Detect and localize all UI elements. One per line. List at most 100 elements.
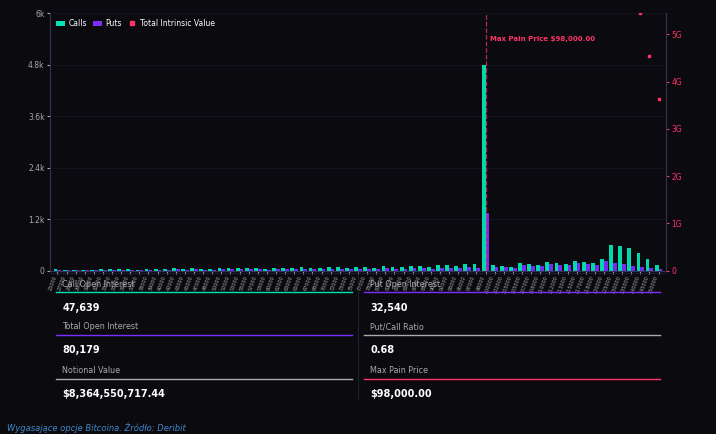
Bar	[190, 268, 194, 270]
Bar	[54, 269, 57, 270]
Bar	[208, 269, 212, 270]
Bar	[622, 264, 626, 270]
Bar	[400, 267, 404, 270]
Bar	[546, 262, 549, 270]
Bar	[154, 269, 158, 270]
Bar	[117, 269, 121, 270]
Bar	[490, 265, 495, 270]
Bar	[604, 261, 608, 270]
Bar	[609, 245, 613, 270]
Bar	[573, 261, 576, 270]
Bar	[513, 268, 517, 270]
Bar	[649, 268, 653, 270]
Legend: Calls, Puts, Total Intrinsic Value: Calls, Puts, Total Intrinsic Value	[54, 17, 218, 30]
Bar	[245, 268, 248, 270]
Bar	[468, 267, 471, 270]
Bar	[336, 267, 340, 270]
Bar	[659, 269, 662, 270]
Text: Wygasające opcje Bitcoina. Źródło: Deribit: Wygasające opcje Bitcoina. Źródło: Derib…	[7, 422, 186, 433]
Bar	[391, 267, 395, 270]
Text: Put/Call Ratio: Put/Call Ratio	[370, 322, 424, 331]
Bar	[304, 269, 307, 270]
Bar	[482, 65, 485, 270]
Bar	[395, 269, 398, 270]
Bar	[458, 268, 462, 270]
Bar	[376, 269, 380, 270]
Bar	[354, 267, 358, 270]
Bar	[181, 269, 185, 270]
Text: $98,000.00: $98,000.00	[370, 389, 432, 399]
Bar	[527, 264, 531, 270]
Bar	[172, 269, 176, 270]
Bar	[363, 267, 367, 270]
Bar	[485, 213, 489, 270]
Bar	[236, 269, 240, 270]
Bar	[199, 269, 203, 270]
Bar	[263, 269, 267, 270]
Bar	[563, 264, 568, 270]
Bar	[509, 266, 513, 270]
Bar	[518, 263, 522, 270]
Bar	[291, 268, 294, 270]
Bar	[640, 267, 644, 270]
Bar	[248, 269, 253, 270]
Bar	[473, 264, 476, 270]
Bar	[218, 268, 221, 270]
Bar	[627, 248, 632, 270]
Text: 47,639: 47,639	[62, 303, 100, 313]
Text: 80,179: 80,179	[62, 345, 100, 355]
Bar	[531, 266, 535, 270]
Bar	[549, 264, 553, 270]
Bar	[654, 264, 659, 270]
Bar	[591, 263, 595, 270]
Text: Max Pain Price: Max Pain Price	[370, 366, 428, 375]
Bar	[412, 268, 417, 270]
Bar	[495, 266, 498, 270]
Bar	[431, 269, 435, 270]
Bar	[382, 266, 385, 270]
Bar	[568, 266, 571, 270]
Bar	[372, 268, 376, 270]
Bar	[326, 267, 331, 270]
Bar	[254, 268, 258, 270]
Bar	[582, 262, 586, 270]
Bar	[331, 269, 334, 270]
Bar	[276, 269, 280, 270]
Text: Total Open Interest: Total Open Interest	[62, 322, 139, 331]
Bar	[312, 269, 316, 270]
Bar	[576, 263, 581, 270]
Bar	[318, 268, 321, 270]
Bar	[418, 266, 422, 270]
Bar	[463, 264, 468, 270]
Bar	[358, 269, 362, 270]
Bar	[436, 264, 440, 270]
Bar	[409, 266, 412, 270]
Bar	[586, 264, 589, 270]
Text: 32,540: 32,540	[370, 303, 408, 313]
Text: 0.68: 0.68	[370, 345, 395, 355]
Bar	[455, 266, 458, 270]
Bar	[632, 266, 635, 270]
Bar	[427, 266, 431, 270]
Bar	[163, 269, 167, 270]
Bar	[345, 268, 349, 270]
Bar	[500, 266, 504, 270]
Bar	[299, 267, 304, 270]
Bar	[349, 269, 353, 270]
Bar	[613, 263, 617, 270]
Bar	[637, 253, 640, 270]
Bar	[340, 269, 344, 270]
Text: $8,364,550,717.44: $8,364,550,717.44	[62, 389, 165, 399]
Bar	[476, 267, 480, 270]
Bar	[536, 265, 540, 270]
Bar	[646, 260, 649, 270]
Bar	[145, 269, 148, 270]
Bar	[404, 269, 407, 270]
Bar	[504, 267, 508, 270]
Bar	[221, 269, 226, 270]
Bar	[595, 265, 599, 270]
Bar	[309, 268, 312, 270]
Text: Put Open Interest: Put Open Interest	[370, 279, 440, 289]
Bar	[422, 269, 425, 270]
Bar	[281, 268, 285, 270]
